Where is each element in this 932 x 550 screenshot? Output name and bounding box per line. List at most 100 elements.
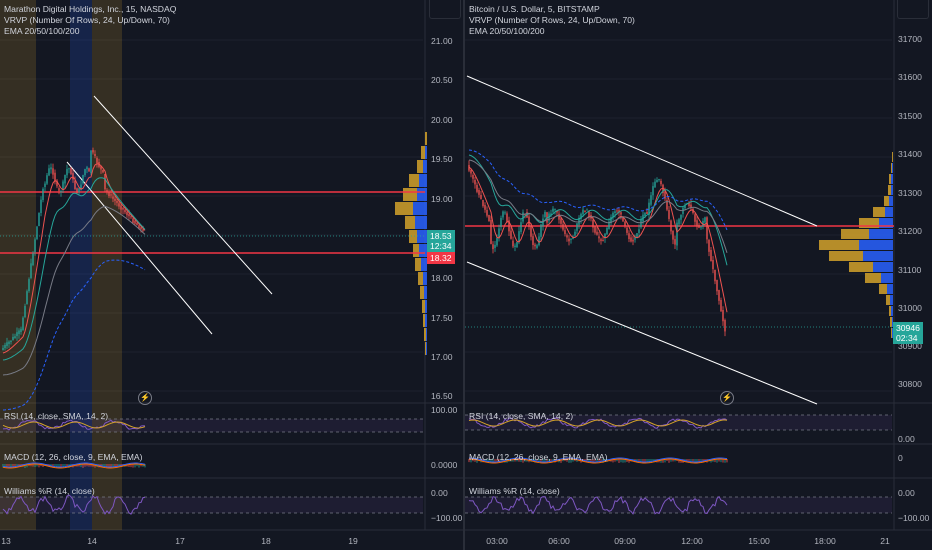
candle-body [50,167,52,170]
macd-histogram-bar [4,464,6,468]
volume-profile-bar [418,272,423,285]
candle-body [570,239,572,241]
macd-histogram-bar [10,464,12,468]
macd-histogram-bar [618,459,620,463]
candle-body [656,179,658,183]
mara-title[interactable]: Marathon Digital Holdings, Inc., 15, NAS… [4,4,177,14]
candle-body [664,191,666,199]
btc-ema-label[interactable]: EMA 20/50/100/200 [469,26,545,36]
candle-body [650,195,652,205]
macd-histogram-bar [62,464,64,467]
candle-body [632,239,634,242]
macd-histogram-bar [2,464,4,468]
chart-pane-btc[interactable]: Bitcoin / U.S. Dollar, 5, BITSTAMP VRVP … [465,0,932,550]
candle-body [608,221,610,230]
macd-histogram-bar [86,464,88,467]
candle-body [620,212,622,215]
candle-body [718,290,720,301]
btc-macd-label[interactable]: MACD (12, 26, close, 9, EMA, EMA) [469,452,608,462]
macd-histogram-bar [662,459,664,463]
volume-profile-bar [417,230,427,243]
candle-body [476,185,478,192]
candle-body [88,168,90,172]
volume-profile-bar [415,216,427,229]
candle-body [638,229,640,233]
candle-body [674,239,676,245]
btc-wr-label[interactable]: Williams %R (14, close) [469,486,560,496]
candle-body [110,194,112,196]
mara-price-tick: 17.50 [431,313,453,323]
macd-histogram-bar [674,459,676,462]
btc-vrvp-label[interactable]: VRVP (Number Of Rows, 24, Up/Down, 70) [469,15,635,25]
volume-profile-bar [421,146,425,159]
pane-divider[interactable] [463,0,465,550]
ema-line [2,205,146,376]
mara-wr-label[interactable]: Williams %R (14, close) [4,486,95,496]
mara-ema-label[interactable]: EMA 20/50/100/200 [4,26,80,36]
candle-body [506,213,508,222]
macd-histogram-bar [130,464,132,468]
btc-lightning-icon[interactable]: ⚡ [720,391,734,405]
candle-body [62,181,64,191]
candle-body [694,214,696,222]
macd-histogram-bar [628,459,630,463]
btc-pane-menu-button[interactable] [897,0,929,19]
mara-lightning-icon[interactable]: ⚡ [138,391,152,405]
candle-body [652,186,654,196]
btc-wr-tick: −100.00 [898,513,930,523]
volume-profile-bar [859,240,893,250]
candle-body [556,210,558,213]
candle-body [32,253,34,265]
candle-body [496,237,498,246]
volume-profile-bar [424,328,426,341]
candle-body [540,224,542,237]
mara-vrvp-label[interactable]: VRVP (Number Of Rows, 24, Up/Down, 70) [4,15,170,25]
btc-chart-canvas[interactable] [465,0,932,550]
candle-body [712,260,714,270]
macd-histogram-bar [722,459,724,463]
mara-rsi-label[interactable]: RSI (14, close, SMA, 14, 2) [4,411,109,421]
btc-title[interactable]: Bitcoin / U.S. Dollar, 5, BITSTAMP [469,4,600,14]
candle-body [544,211,546,217]
macd-histogram-bar [596,459,598,462]
btc-rsi-label[interactable]: RSI (14, close, SMA, 14, 2) [469,411,574,421]
volume-profile-bar [891,174,893,184]
macd-histogram-bar [468,459,470,463]
macd-histogram-bar [514,459,516,462]
candle-body [80,184,82,190]
candle-body [494,244,496,248]
macd-histogram-bar [108,464,110,468]
volume-profile-bar [417,188,427,201]
mara-time-tick: 14 [87,536,97,546]
macd-histogram-bar [620,459,622,463]
macd-histogram-bar [714,459,716,463]
candle-body [8,341,10,344]
macd-histogram-bar [624,459,626,463]
candle-body [606,227,608,235]
candle-body [486,210,488,216]
macd-histogram-bar [644,459,646,463]
candle-body [584,210,586,212]
candle-body [118,203,120,207]
volume-profile-bar [890,295,893,305]
mara-price-tick: 19.50 [431,154,453,164]
macd-histogram-bar [26,464,28,468]
mara-time-tick: 17 [175,536,185,546]
candle-body [6,342,8,346]
macd-histogram-bar [724,459,726,463]
candle-body [38,212,40,226]
chart-pane-mara[interactable]: Marathon Digital Holdings, Inc., 15, NAS… [0,0,463,550]
mara-pane-menu-button[interactable] [429,0,461,19]
volume-profile-bar [409,174,419,187]
macd-histogram-bar [28,464,30,467]
candle-body [550,213,552,216]
volume-profile-bar [819,240,859,250]
mara-macd-label[interactable]: MACD (12, 26, close, 9, EMA, EMA) [4,452,143,462]
macd-histogram-bar [496,459,498,462]
mara-chart-canvas[interactable] [0,0,463,550]
macd-histogram-bar [114,464,116,468]
candle-body [492,244,494,250]
macd-histogram-bar [570,459,572,463]
candle-body [30,263,32,278]
btc-rsi-tick: 0.00 [898,434,915,444]
